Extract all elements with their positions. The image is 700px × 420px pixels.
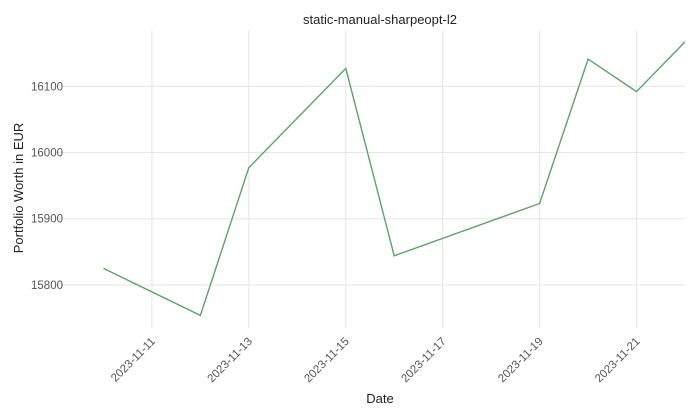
x-tick-label: 2023-11-11 (109, 336, 158, 385)
y-tick-label: 15800 (31, 280, 63, 292)
x-axis-title: Date (366, 391, 393, 406)
x-tick-label: 2023-11-17 (399, 336, 448, 385)
x-axis-ticks: 2023-11-11 2023-11-13 2023-11-15 2023-11-17… (109, 336, 642, 385)
series-lines (103, 41, 686, 317)
y-tick-label: 15900 (31, 214, 63, 226)
grid-lines (55, 30, 685, 328)
y-tick-label: 16100 (31, 81, 63, 93)
x-tick-label: 2023-11-13 (205, 336, 254, 385)
x-tick-label: 2023-11-21 (593, 336, 642, 385)
y-axis-ticks: 15800 15900 16000 16100 (31, 81, 63, 292)
y-axis-title: Portfolio Worth in EUR (11, 123, 26, 254)
x-tick-label: 2023-11-15 (302, 336, 351, 385)
series-line (103, 41, 686, 317)
chart-title: static-manual-sharpeopt-l2 (303, 12, 457, 27)
y-tick-label: 16000 (31, 148, 63, 160)
x-tick-label: 2023-11-19 (496, 336, 545, 385)
